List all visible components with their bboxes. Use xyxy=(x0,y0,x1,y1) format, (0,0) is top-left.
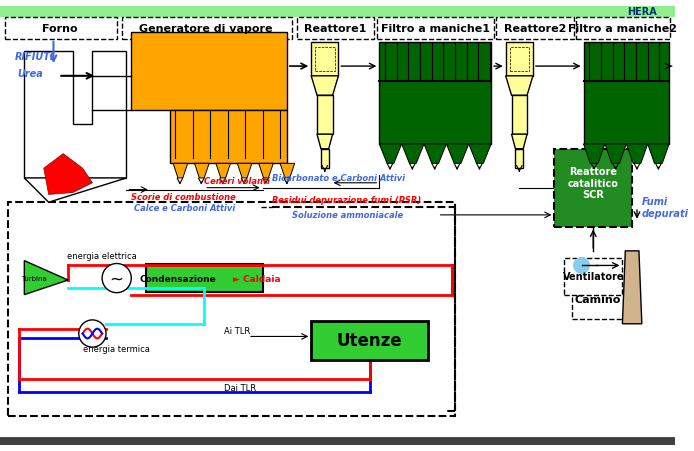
Text: Reattore2: Reattore2 xyxy=(504,24,566,34)
FancyBboxPatch shape xyxy=(555,149,632,227)
Polygon shape xyxy=(194,164,209,179)
Bar xyxy=(131,33,287,110)
Bar xyxy=(170,110,287,164)
FancyBboxPatch shape xyxy=(321,149,329,169)
Circle shape xyxy=(102,264,131,293)
FancyBboxPatch shape xyxy=(506,43,533,77)
Text: Generatore di vapore: Generatore di vapore xyxy=(139,24,273,34)
Polygon shape xyxy=(216,164,230,179)
Text: Utenze: Utenze xyxy=(337,331,403,350)
Polygon shape xyxy=(24,261,68,295)
Polygon shape xyxy=(402,145,424,164)
FancyBboxPatch shape xyxy=(296,18,374,40)
Text: Filtro a maniche2: Filtro a maniche2 xyxy=(568,24,677,34)
Polygon shape xyxy=(468,145,491,164)
Text: Fumi
depurati: Fumi depurati xyxy=(642,197,689,218)
Polygon shape xyxy=(511,135,527,149)
Text: ~: ~ xyxy=(110,270,124,287)
Circle shape xyxy=(574,258,589,274)
FancyBboxPatch shape xyxy=(378,18,494,40)
Text: Condensazione: Condensazione xyxy=(139,274,217,283)
Polygon shape xyxy=(44,154,92,195)
Text: Camino: Camino xyxy=(575,295,621,305)
Polygon shape xyxy=(446,145,468,164)
Bar xyxy=(584,43,669,145)
Polygon shape xyxy=(584,145,605,164)
FancyBboxPatch shape xyxy=(5,18,117,40)
Bar xyxy=(0,437,675,446)
FancyBboxPatch shape xyxy=(315,47,335,72)
FancyBboxPatch shape xyxy=(572,281,625,319)
Polygon shape xyxy=(648,145,669,164)
Text: HERA: HERA xyxy=(627,7,657,17)
Text: Residui depurazione fumi (PSR): Residui depurazione fumi (PSR) xyxy=(272,195,421,204)
FancyBboxPatch shape xyxy=(496,18,574,40)
Text: Urea: Urea xyxy=(17,69,44,79)
Polygon shape xyxy=(623,251,642,324)
Text: Bicarbonato e Carboni Attivi: Bicarbonato e Carboni Attivi xyxy=(272,174,405,183)
Bar xyxy=(0,7,675,17)
Polygon shape xyxy=(605,145,626,164)
Polygon shape xyxy=(506,77,533,96)
Polygon shape xyxy=(280,164,295,179)
FancyBboxPatch shape xyxy=(311,43,339,77)
Text: RIFIUTI: RIFIUTI xyxy=(15,52,54,62)
Text: Filtro a maniche1: Filtro a maniche1 xyxy=(381,24,490,34)
Polygon shape xyxy=(173,164,187,179)
Text: Ventilatore: Ventilatore xyxy=(562,272,624,281)
Polygon shape xyxy=(424,145,446,164)
FancyBboxPatch shape xyxy=(509,47,529,72)
Text: Forno: Forno xyxy=(42,24,78,34)
Text: Ai TLR: Ai TLR xyxy=(223,327,250,336)
Text: Reattore
catalitico
SCR: Reattore catalitico SCR xyxy=(568,167,618,200)
FancyBboxPatch shape xyxy=(576,18,670,40)
Polygon shape xyxy=(317,135,332,149)
Text: Ceneri volanti: Ceneri volanti xyxy=(204,177,270,186)
Text: Reattore1: Reattore1 xyxy=(305,24,366,34)
FancyBboxPatch shape xyxy=(511,96,527,135)
Text: energia elettrica: energia elettrica xyxy=(67,252,137,261)
Text: Scorie di combustione: Scorie di combustione xyxy=(131,193,236,202)
FancyBboxPatch shape xyxy=(311,321,428,360)
Text: Calce e Carboni Attivi: Calce e Carboni Attivi xyxy=(134,203,235,212)
FancyBboxPatch shape xyxy=(146,265,262,292)
FancyBboxPatch shape xyxy=(317,96,332,135)
Text: Soluzione ammoniacale: Soluzione ammoniacale xyxy=(291,211,403,220)
Text: ► Caldaia: ► Caldaia xyxy=(233,274,281,283)
Bar xyxy=(380,43,491,145)
FancyBboxPatch shape xyxy=(516,149,523,169)
Polygon shape xyxy=(311,77,339,96)
Polygon shape xyxy=(380,145,402,164)
Polygon shape xyxy=(259,164,273,179)
Polygon shape xyxy=(24,179,126,203)
Text: Dai TLR: Dai TLR xyxy=(223,382,256,391)
Text: energia termica: energia termica xyxy=(83,344,149,353)
Polygon shape xyxy=(237,164,252,179)
FancyBboxPatch shape xyxy=(121,18,291,40)
Polygon shape xyxy=(24,52,126,179)
Polygon shape xyxy=(626,145,648,164)
FancyBboxPatch shape xyxy=(564,258,623,295)
Circle shape xyxy=(79,320,106,347)
Text: Turbina: Turbina xyxy=(21,276,47,281)
